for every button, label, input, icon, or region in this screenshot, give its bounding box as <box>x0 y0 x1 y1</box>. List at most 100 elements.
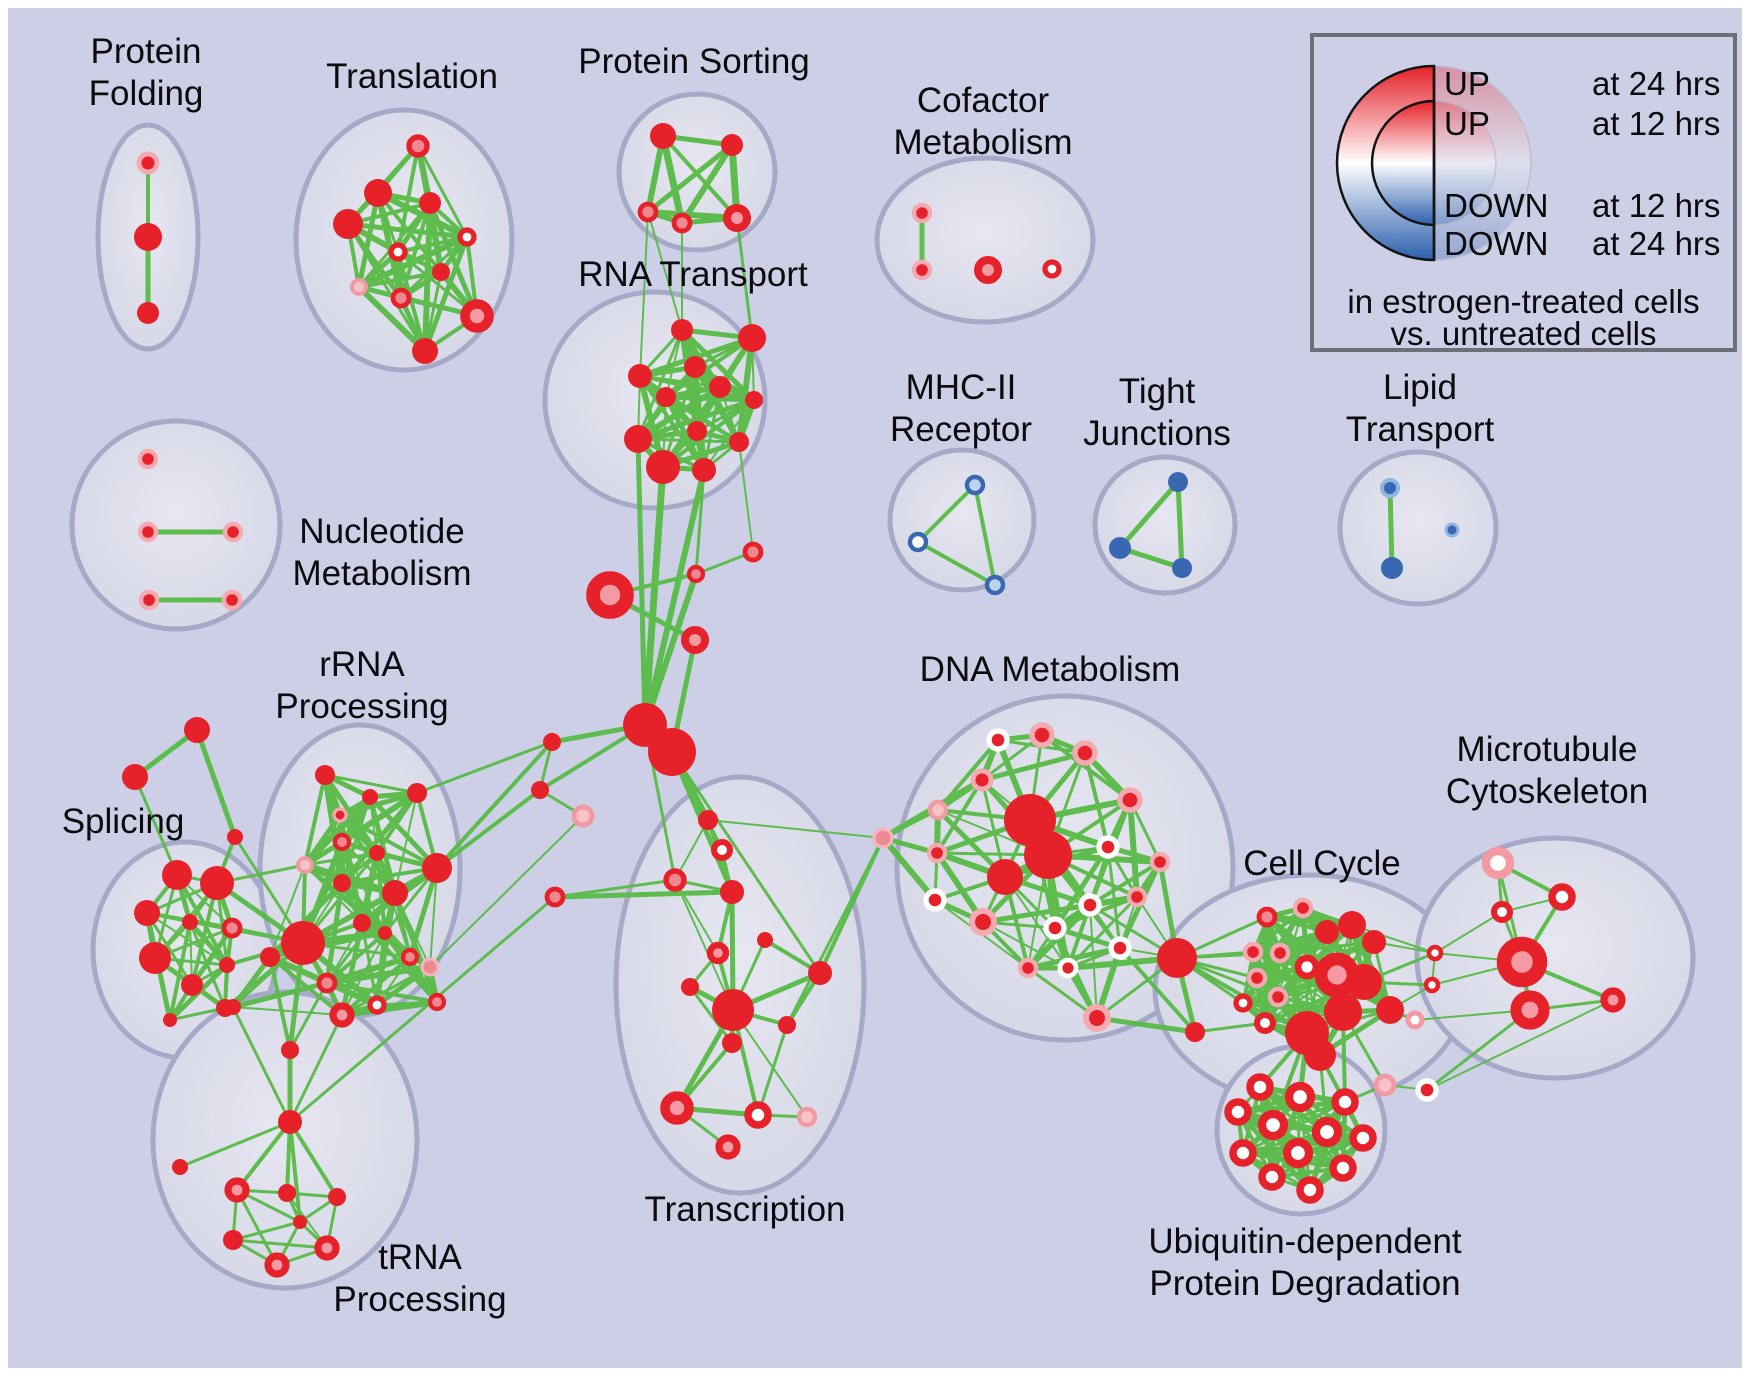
edge <box>187 919 230 968</box>
node-dn <box>986 728 1010 752</box>
cluster-ellipse-lt <box>1337 449 1499 607</box>
node-fr <box>681 626 709 654</box>
legend-down-24-label: DOWN <box>1444 225 1549 262</box>
node-dn <box>968 907 998 937</box>
node-tx <box>706 941 730 965</box>
cluster-ellipse-cf <box>874 155 1096 325</box>
edge <box>1425 1008 1532 1092</box>
node-tx <box>778 1016 796 1034</box>
node-dn <box>1096 835 1120 859</box>
node-nm <box>221 589 243 611</box>
edge <box>642 467 707 728</box>
node-rt <box>692 458 716 482</box>
cluster-label-cc-line1: Cell Cycle <box>1243 844 1401 883</box>
node-dn <box>1185 1022 1205 1042</box>
edge <box>645 142 735 215</box>
edge <box>1351 924 1436 954</box>
cluster-label-mt-line2: Cytoskeleton <box>1445 772 1649 811</box>
cluster-label-nm-line2: Metabolism <box>292 554 472 593</box>
edge <box>288 981 329 1052</box>
node-dn <box>1024 831 1072 879</box>
edge <box>1434 911 1503 954</box>
node-tr <box>314 1235 340 1261</box>
node-tr <box>293 1215 307 1229</box>
node-tr <box>281 1041 299 1059</box>
node-rr <box>367 995 387 1015</box>
cluster-ellipse-mh <box>887 447 1037 593</box>
node-tj <box>1168 472 1188 492</box>
node-cc <box>1324 993 1362 1031</box>
node-sp <box>219 957 235 973</box>
edge <box>288 1013 344 1124</box>
node-mt <box>1510 990 1550 1030</box>
node-ub <box>1331 1088 1359 1116</box>
edge <box>679 327 757 403</box>
node-tl <box>390 287 412 309</box>
edge <box>190 881 219 987</box>
node-rt <box>745 391 763 409</box>
node-nm <box>137 521 159 543</box>
edge <box>288 1120 302 1224</box>
edge <box>1426 999 1614 1091</box>
cluster-label-ub-line2: Protein Degradation <box>1149 1264 1461 1303</box>
edge <box>1004 876 1069 969</box>
node-rt <box>646 450 680 484</box>
cluster-label-tl-line1: Translation <box>326 57 498 96</box>
node-tx <box>715 1134 741 1160</box>
edge <box>231 1238 329 1250</box>
node-dn <box>970 768 994 792</box>
node-fr <box>571 804 595 828</box>
node-rr <box>420 957 440 977</box>
edge <box>133 775 179 877</box>
edge <box>1094 1015 1198 1035</box>
node-tx <box>720 880 744 904</box>
edge <box>635 397 757 442</box>
node-ub <box>1257 1109 1289 1141</box>
node-mt <box>1481 846 1515 880</box>
edge <box>168 920 192 1022</box>
node-dn <box>1029 722 1055 748</box>
node-dn <box>1072 740 1098 766</box>
edge <box>639 211 649 377</box>
cluster-ellipse-tx <box>613 774 867 1196</box>
edge <box>552 889 735 900</box>
legend-up-24-label: UP <box>1444 65 1490 102</box>
edge <box>694 468 706 576</box>
node-rt <box>656 387 676 407</box>
node-tx <box>712 989 754 1031</box>
node-rt <box>729 432 749 452</box>
node-tl <box>457 227 477 247</box>
edge <box>973 483 997 587</box>
node-cc <box>1338 911 1366 939</box>
cluster-label-pf-line1: Protein <box>90 32 202 71</box>
legend-glyph <box>1335 64 1532 262</box>
edge <box>1251 906 1305 954</box>
node-rr <box>332 807 348 823</box>
node-lt <box>1381 557 1403 579</box>
edge <box>1040 733 1132 802</box>
node-mt <box>1405 1010 1425 1030</box>
node-ub <box>1311 1116 1343 1148</box>
node-cf <box>974 256 1002 284</box>
edge <box>1117 479 1181 551</box>
node-cc <box>1294 954 1320 980</box>
edge <box>1387 485 1395 571</box>
edge <box>367 794 440 871</box>
edge <box>674 879 734 1011</box>
node-mt <box>1491 901 1513 923</box>
edge <box>230 954 273 1010</box>
edge <box>641 463 667 729</box>
edge <box>427 200 480 319</box>
edge <box>423 270 443 353</box>
node-sp <box>221 917 243 939</box>
edge <box>269 864 306 958</box>
edge <box>1278 940 1376 955</box>
edge <box>703 399 755 471</box>
edge <box>178 1120 292 1169</box>
node-tl <box>412 338 438 364</box>
node-dn <box>1057 957 1079 979</box>
node-mh <box>984 574 1006 596</box>
edge <box>235 1120 292 1192</box>
node-tl <box>432 263 450 281</box>
